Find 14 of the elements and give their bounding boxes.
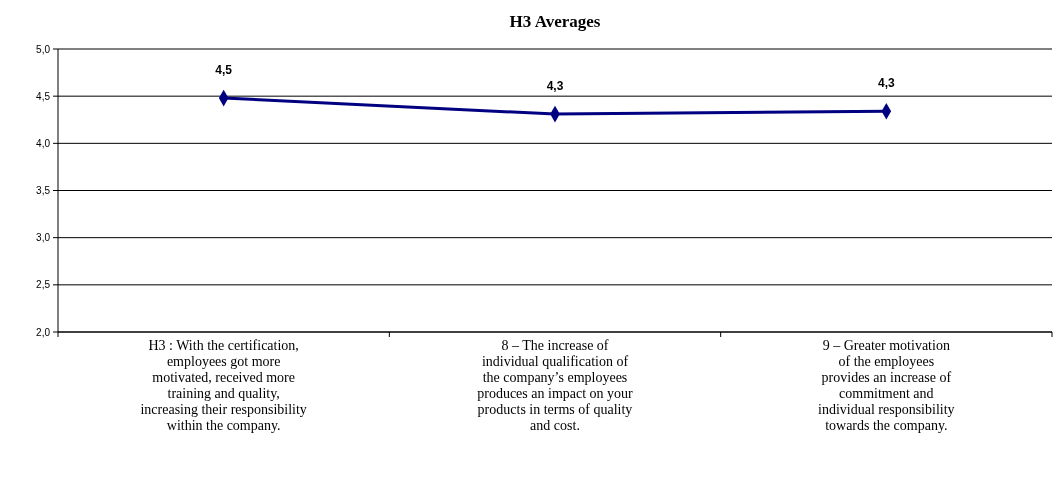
y-tick-label: 3,0 — [36, 232, 51, 244]
y-tick-label: 5,0 — [36, 43, 51, 55]
x-tick-label: 9 – Greater motivation of the employees provides an increase of commitment and individual responsibility towards the company. — [818, 338, 955, 433]
x-tick-label: 8 – The increase of individual qualification of the company’s employees produces an impact on your products in terms of quality and cost. — [477, 338, 634, 433]
y-tick-label: 4,5 — [36, 90, 51, 102]
data-label: 4,3 — [546, 79, 564, 94]
y-tick-label: 3,5 — [36, 185, 51, 196]
data-label: 4,3 — [877, 76, 895, 91]
chart-title: H3 Averages — [509, 12, 601, 31]
x-tick-label: H3 : With the certification, employees got more motivated, received more training and quality, increasing their responsibility within the company. — [140, 338, 307, 433]
y-tick-label: 2,5 — [36, 279, 51, 291]
y-tick-label: 2,0 — [36, 326, 51, 338]
y-tick-label: 4,0 — [36, 137, 51, 149]
data-label: 4,5 — [215, 63, 233, 78]
